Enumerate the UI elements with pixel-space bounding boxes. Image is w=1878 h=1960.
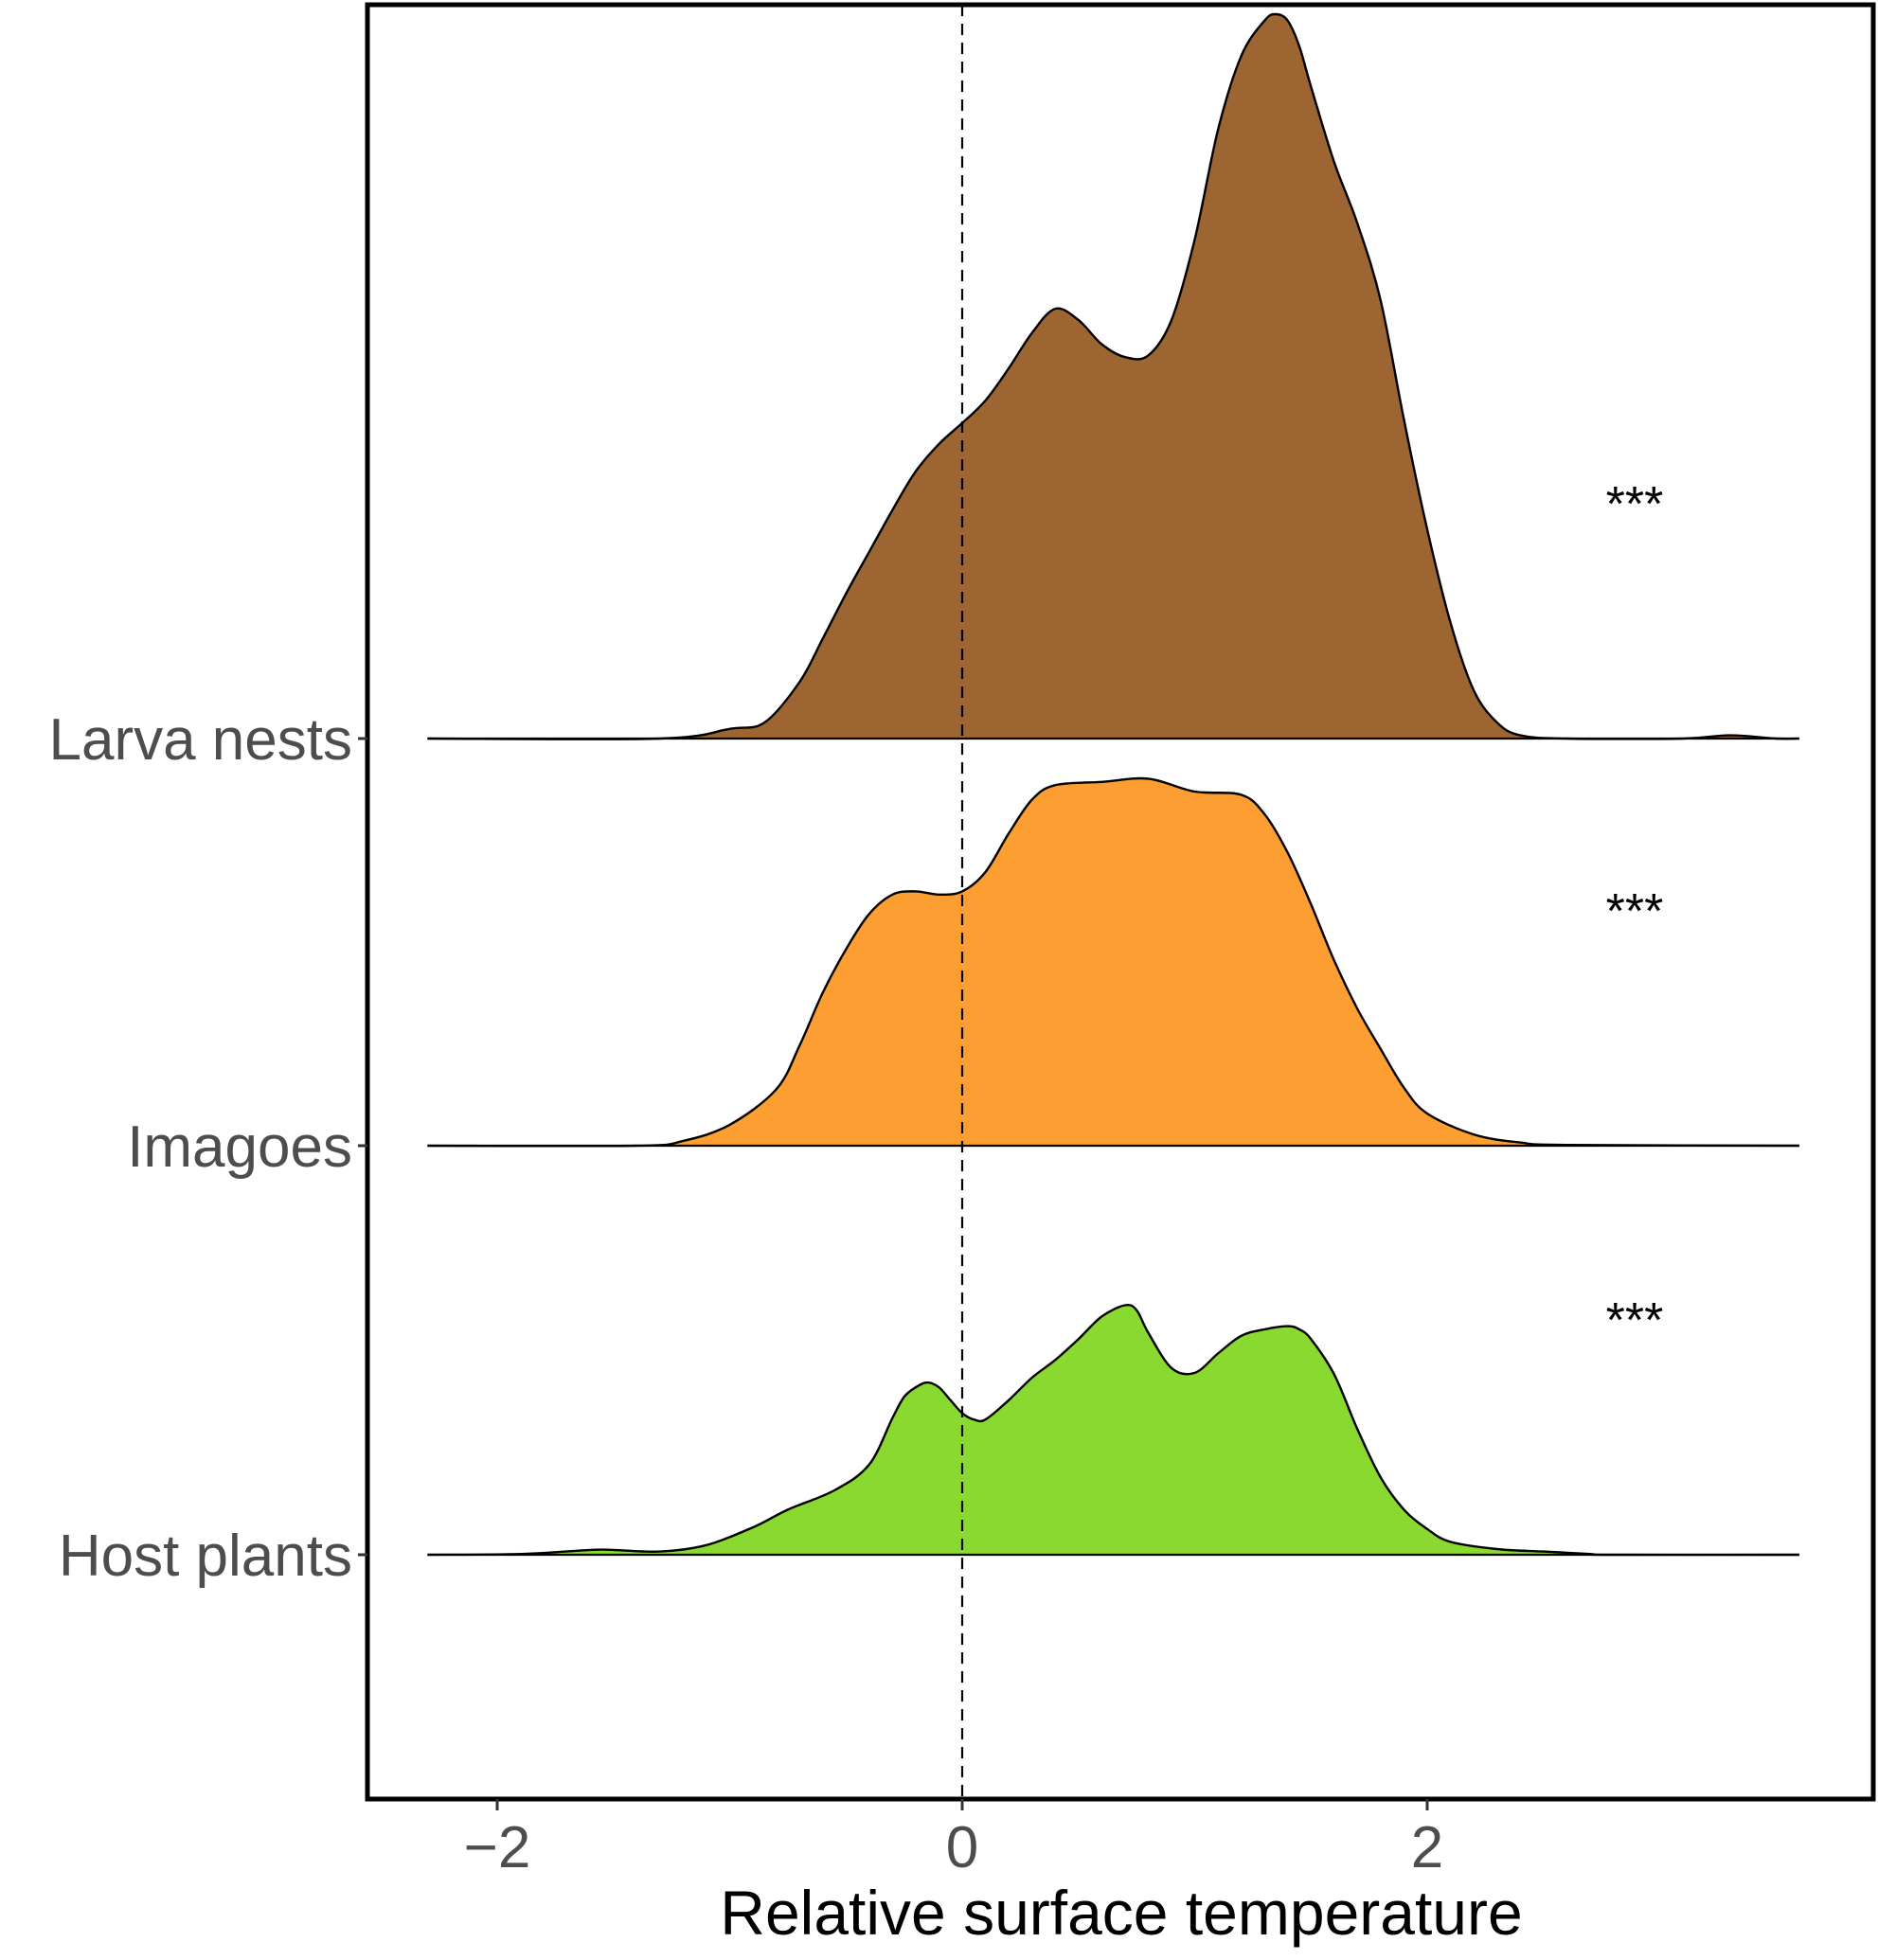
y-tick-label-imagoes: Imagoes (127, 1114, 352, 1180)
x-tick-label-1: 0 (946, 1815, 978, 1880)
ridge-fill-imagoes (427, 777, 1799, 1147)
significance-label-host-plants: *** (1606, 1293, 1664, 1348)
significance-label-larva-nests: *** (1606, 477, 1664, 532)
y-tick-label-host-plants: Host plants (59, 1523, 352, 1589)
x-tick-label-2: 2 (1411, 1815, 1443, 1880)
x-axis-title: Relative surface temperature (720, 1878, 1522, 1948)
ridge-fill-host-plants (427, 1305, 1799, 1556)
ridge-outline-larva-nests (427, 12, 1799, 740)
ridge-outline-imagoes (427, 776, 1799, 1148)
significance-label-imagoes: *** (1606, 884, 1664, 939)
x-tick-label-0: −2 (464, 1815, 531, 1880)
panel-border (365, 2, 1876, 1802)
y-tick-label-larva-nests: Larva nests (48, 707, 352, 773)
ridge-outline-host-plants (427, 1303, 1799, 1557)
ridge-fill-larva-nests (427, 13, 1799, 739)
